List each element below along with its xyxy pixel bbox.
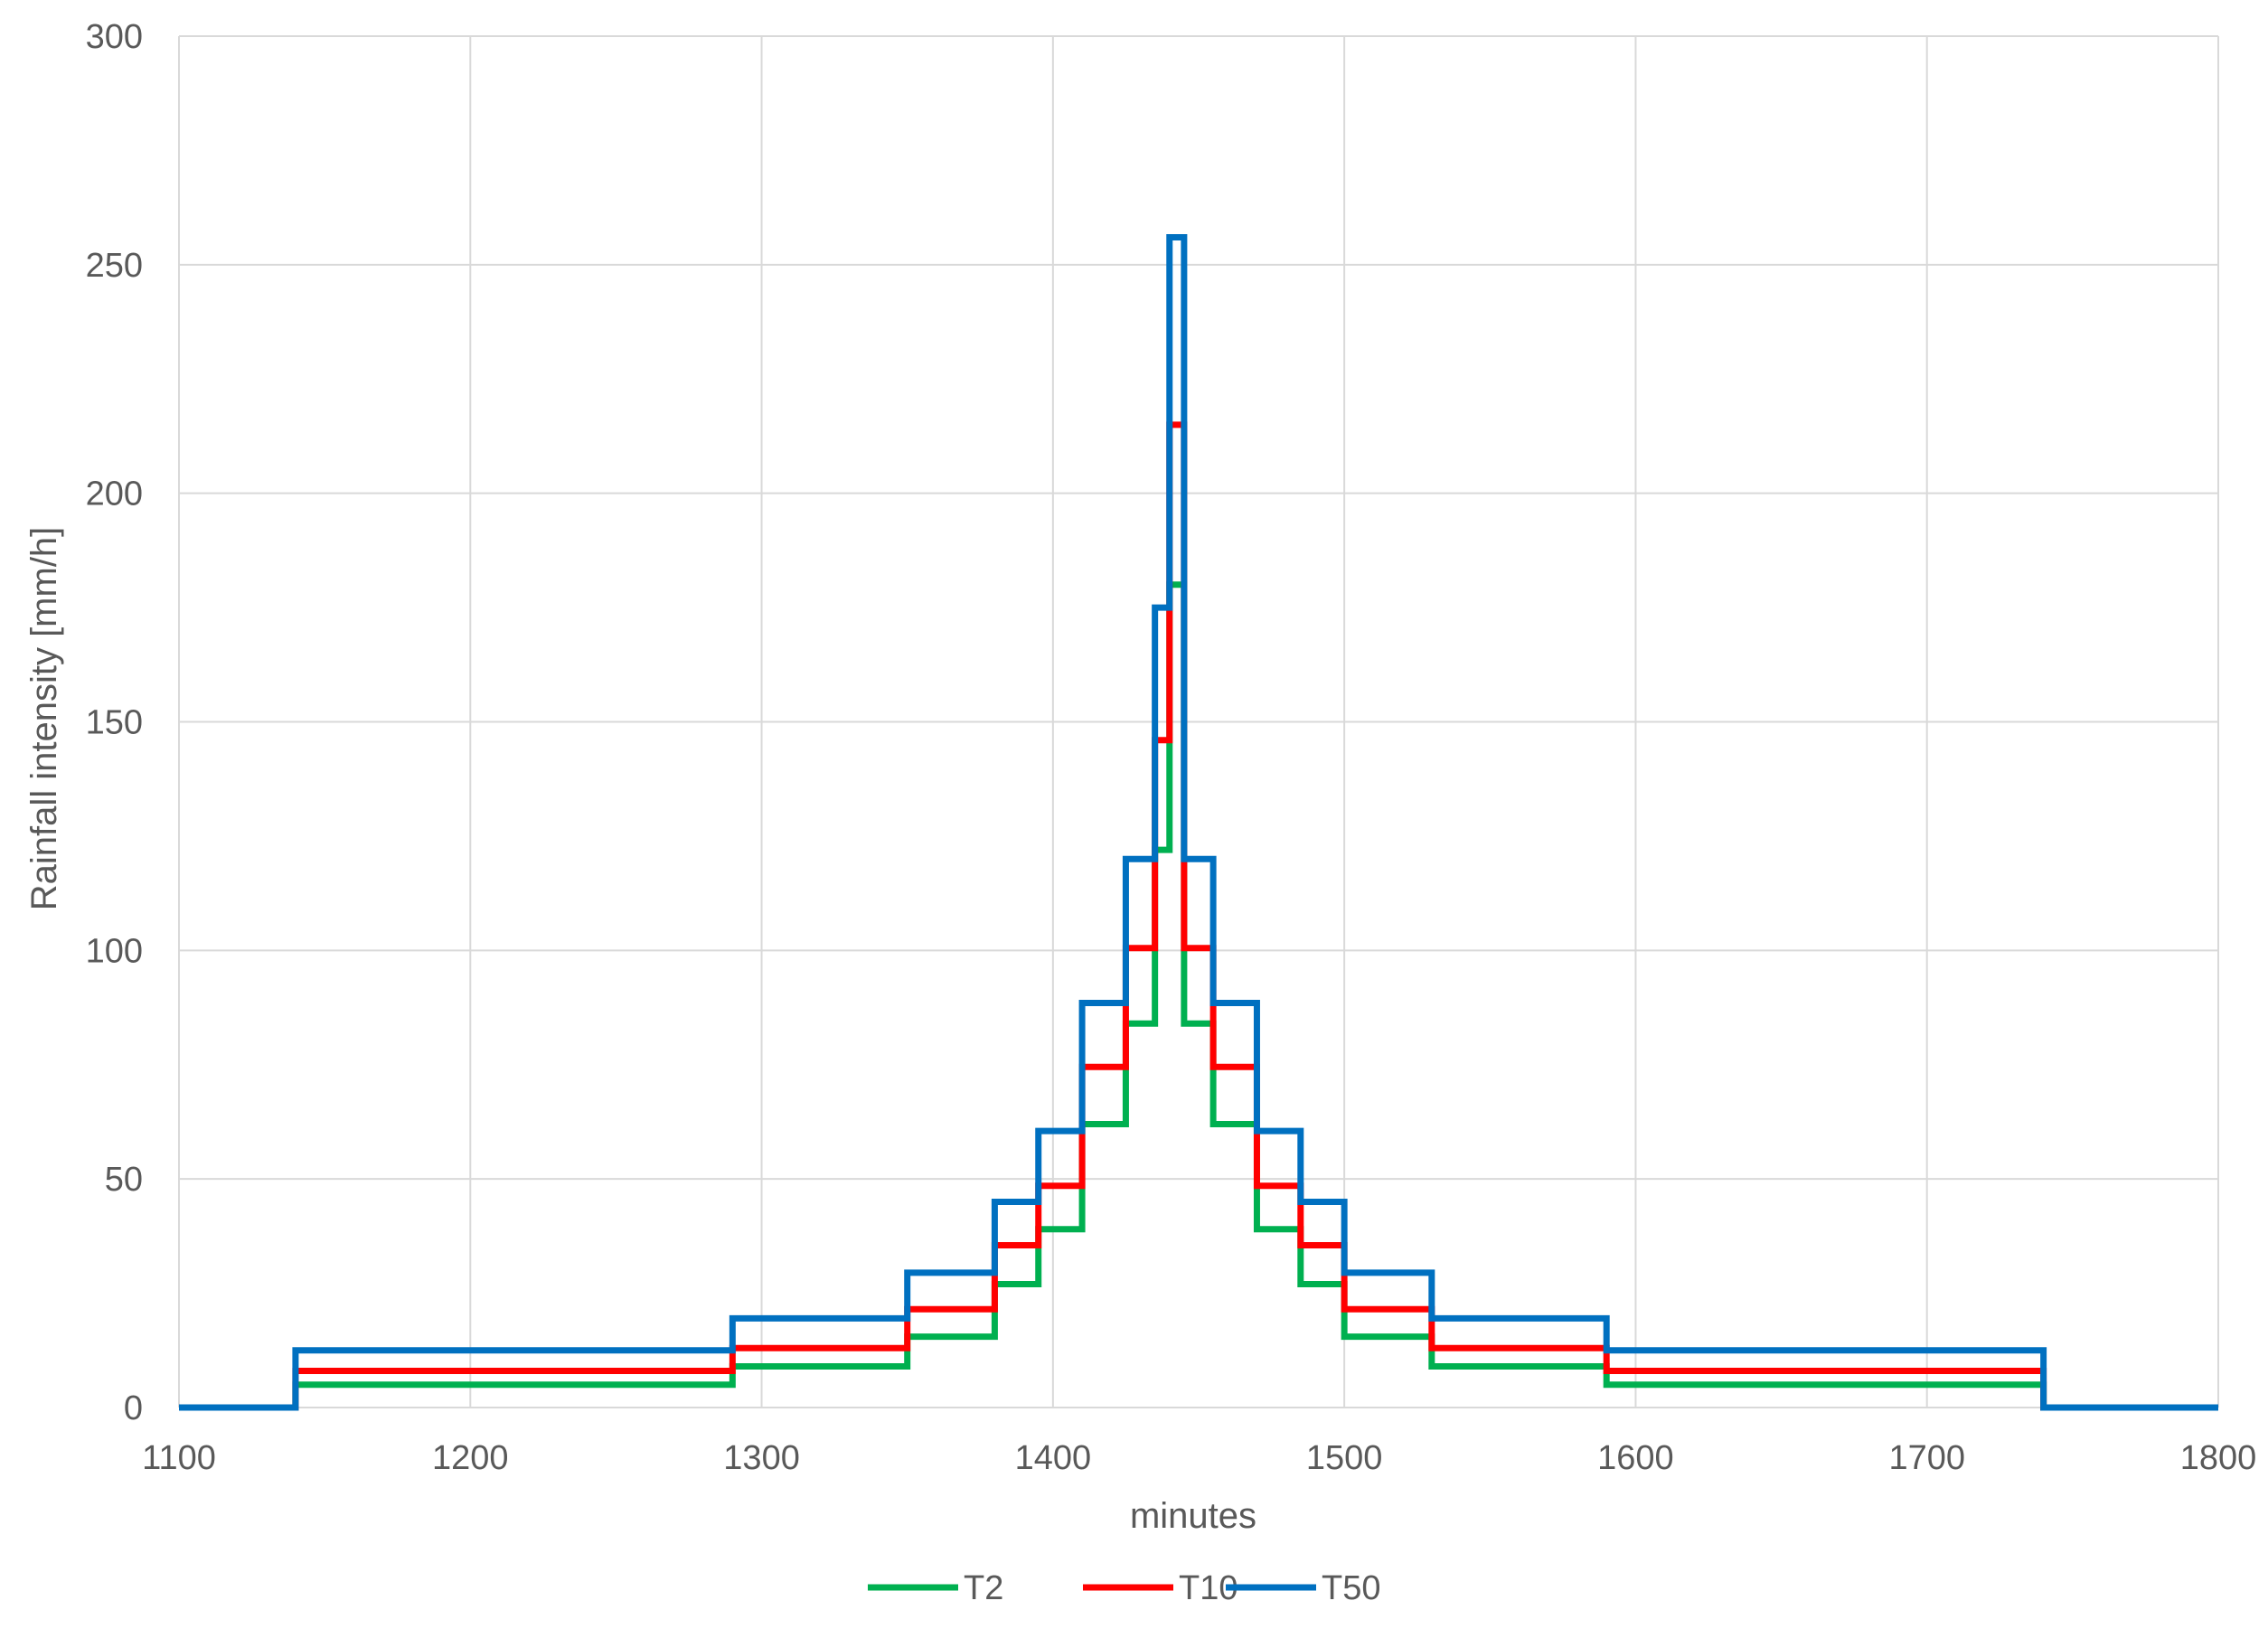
- y-axis-ticks: 0 50 100 150 200 250 300: [86, 18, 143, 1427]
- y-tick-label: 200: [86, 476, 143, 513]
- y-tick-label: 300: [86, 18, 143, 56]
- y-tick-label: 0: [124, 1389, 143, 1427]
- x-tick-label: 1100: [142, 1439, 216, 1477]
- series-line-t50: [179, 233, 2218, 1411]
- x-tick-label: 1200: [432, 1439, 509, 1477]
- legend: T2 T10 T50: [868, 1569, 1380, 1607]
- y-axis-title: Rainfall intensity [mm/h]: [24, 527, 64, 911]
- legend-label: T50: [1322, 1569, 1380, 1607]
- plot-series: [179, 233, 2218, 1411]
- y-tick-label: 50: [105, 1161, 143, 1199]
- x-tick-label: 1400: [1015, 1439, 1092, 1477]
- y-tick-label: 100: [86, 932, 143, 970]
- y-tick-label: 250: [86, 247, 143, 285]
- x-tick-label: 1600: [1597, 1439, 1674, 1477]
- x-tick-label: 1800: [2180, 1439, 2257, 1477]
- x-axis-ticks: 1100 1200 1300 1400 1500 1600 1700 1800: [142, 1439, 2256, 1477]
- x-tick-label: 1700: [1888, 1439, 1965, 1477]
- x-tick-label: 1500: [1306, 1439, 1383, 1477]
- legend-label: T2: [964, 1569, 1003, 1607]
- x-axis-title: minutes: [1130, 1496, 1256, 1536]
- y-tick-label: 150: [86, 704, 143, 742]
- x-tick-label: 1300: [723, 1439, 800, 1477]
